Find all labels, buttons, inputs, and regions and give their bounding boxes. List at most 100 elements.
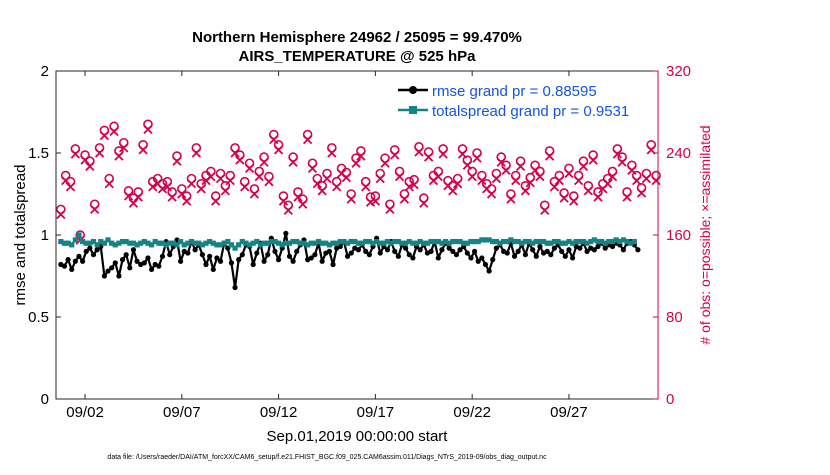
totalspread-point bbox=[254, 238, 260, 245]
totalspread-point bbox=[526, 238, 532, 245]
obs-assimilated-marker bbox=[99, 130, 110, 141]
totalspread-point bbox=[167, 240, 173, 246]
totalspread-point bbox=[620, 237, 626, 243]
obs-assimilated-marker bbox=[346, 194, 356, 204]
obs-assimilated-marker bbox=[433, 171, 443, 182]
obs-assimilated-marker bbox=[119, 143, 129, 153]
totalspread-point bbox=[138, 240, 144, 246]
totalspread-point bbox=[373, 238, 380, 245]
totalspread-point bbox=[196, 240, 202, 246]
rmse-point bbox=[167, 252, 173, 258]
totalspread-point bbox=[61, 240, 68, 246]
obs-assimilated-marker bbox=[94, 148, 105, 158]
obs-assimilated-marker bbox=[593, 192, 603, 202]
obs-assimilated-marker bbox=[549, 182, 560, 192]
obs-assimilated-marker bbox=[356, 151, 366, 161]
totalspread-point bbox=[544, 240, 550, 246]
rmse-point bbox=[286, 253, 293, 259]
totalspread-point bbox=[141, 238, 147, 245]
totalspread-point bbox=[493, 238, 499, 245]
rmse-point bbox=[330, 261, 336, 268]
totalspread-point bbox=[609, 238, 616, 245]
rmse-point bbox=[457, 247, 463, 253]
totalspread-point bbox=[569, 240, 576, 246]
y2-axis-label: # of obs: o=possible; ×=assimilated bbox=[697, 125, 713, 344]
obs-assimilated-marker bbox=[211, 196, 221, 206]
rmse-point bbox=[130, 247, 137, 253]
legend-spread-marker bbox=[409, 106, 417, 114]
obs-assimilated-marker bbox=[269, 135, 279, 145]
rmse-point bbox=[178, 258, 184, 264]
totalspread-point bbox=[515, 238, 521, 245]
totalspread-point bbox=[109, 240, 115, 246]
rmse-point bbox=[486, 268, 492, 274]
totalspread-point bbox=[239, 238, 245, 245]
obs-assimilated-marker bbox=[341, 172, 351, 183]
totalspread-point bbox=[424, 240, 431, 246]
totalspread-point bbox=[337, 238, 343, 245]
totalspread-point bbox=[156, 240, 162, 246]
totalspread-point bbox=[90, 238, 97, 245]
obs-assimilated-marker bbox=[404, 182, 414, 192]
obs-assimilated-marker bbox=[128, 198, 139, 208]
obs-assimilated-marker bbox=[215, 173, 226, 184]
rmse-point bbox=[109, 265, 115, 271]
totalspread-point bbox=[530, 240, 536, 246]
totalspread-point bbox=[268, 238, 274, 245]
y-tick-label: 2 bbox=[41, 63, 49, 80]
obs-assimilated-marker bbox=[641, 173, 652, 184]
totalspread-point bbox=[377, 240, 383, 246]
rmse-point bbox=[127, 265, 133, 271]
rmse-point bbox=[156, 263, 162, 269]
obs-assimilated-marker bbox=[525, 178, 535, 188]
y-axis-label: rmse and totalspread bbox=[12, 165, 29, 306]
totalspread-point bbox=[573, 238, 579, 245]
legend-spread-label: totalspread grand pr = 0.9531 bbox=[432, 103, 629, 120]
rmse-point bbox=[290, 258, 296, 264]
rmse-point bbox=[530, 247, 536, 253]
totalspread-point bbox=[428, 238, 434, 245]
rmse-point bbox=[145, 255, 151, 261]
rmse-point bbox=[450, 248, 456, 254]
series-layer bbox=[58, 230, 641, 291]
obs-assimilated-marker bbox=[603, 179, 613, 189]
obs-assimilated-marker bbox=[544, 151, 555, 161]
totalspread-point bbox=[479, 237, 485, 243]
y-axis-ticks: 0 0.5 1 1.5 2 bbox=[28, 63, 61, 408]
obs-assimilated-marker bbox=[90, 204, 100, 215]
obs-assimilated-marker bbox=[264, 177, 274, 187]
totalspread-point bbox=[508, 237, 514, 243]
totalspread-point bbox=[210, 240, 216, 246]
totalspread-point bbox=[301, 240, 307, 246]
rmse-point bbox=[490, 257, 496, 263]
rmse-point bbox=[479, 255, 485, 261]
totalspread-point bbox=[384, 238, 391, 245]
obs-assimilated-marker bbox=[172, 156, 182, 166]
obs-assimilated-marker bbox=[307, 163, 318, 174]
rmse-point bbox=[620, 247, 626, 253]
rmse-point bbox=[283, 230, 289, 236]
totalspread-point bbox=[457, 238, 463, 245]
totalspread-point bbox=[170, 240, 176, 246]
y-tick-label: 1 bbox=[41, 227, 49, 244]
totalspread-point bbox=[286, 240, 293, 246]
totalspread-point bbox=[225, 238, 231, 245]
totalspread-point bbox=[580, 238, 587, 245]
obs-assimilated-marker bbox=[244, 163, 255, 174]
obs-assimilated-marker bbox=[220, 186, 231, 196]
totalspread-point bbox=[540, 238, 547, 245]
rmse-point bbox=[366, 252, 372, 258]
totalspread-point bbox=[344, 240, 351, 246]
totalspread-point bbox=[551, 238, 558, 245]
totalspread-point bbox=[315, 238, 322, 245]
totalspread-point bbox=[490, 238, 496, 245]
obs-assimilated-marker bbox=[56, 209, 66, 220]
rmse-point bbox=[482, 261, 489, 268]
obs-assimilated-marker bbox=[520, 186, 531, 196]
rmse-point bbox=[192, 247, 198, 253]
rmse-point bbox=[551, 245, 558, 251]
rmse-point bbox=[203, 261, 209, 268]
obs-assimilated-marker bbox=[370, 196, 381, 206]
x-tick-label: 09/22 bbox=[453, 404, 491, 421]
totalspread-point bbox=[562, 240, 568, 246]
